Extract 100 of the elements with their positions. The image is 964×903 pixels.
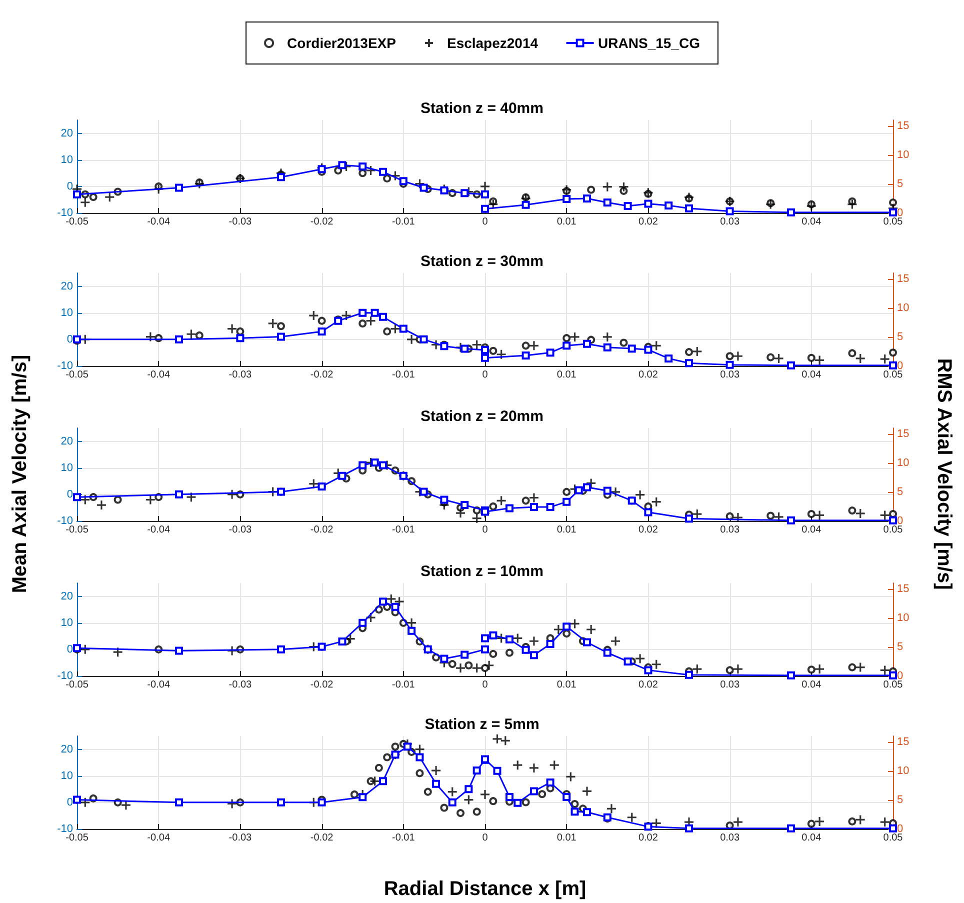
x-tick-label: 0.04 xyxy=(802,370,822,380)
x-tick-label: 0.03 xyxy=(720,832,740,844)
y-tick-label: 20 xyxy=(60,590,73,602)
x-tick-label: -0.04 xyxy=(147,370,170,380)
y2-tick-label: 0 xyxy=(897,360,904,372)
legend-label: Cordier2013EXP xyxy=(287,35,396,51)
x-tick-label: -0.05 xyxy=(66,370,89,380)
y2-tick-label: 10 xyxy=(897,456,910,469)
y-tick-label: 20 xyxy=(60,435,73,448)
x-tick-label: 0.03 xyxy=(720,370,740,380)
x-tick-label: -0.03 xyxy=(228,832,252,844)
x-tick-label: -0.02 xyxy=(310,832,334,844)
y-tick-label: 0 xyxy=(66,333,73,346)
y2-tick-label: 15 xyxy=(897,272,910,285)
x-tick-label: -0.04 xyxy=(147,524,170,536)
x-tick-label: -0.02 xyxy=(310,370,334,380)
y2-tick-label: 15 xyxy=(897,428,910,440)
y2-tick-label: 10 xyxy=(897,764,910,777)
y-tick-label: 0 xyxy=(66,796,73,808)
x-tick-label: 0.03 xyxy=(720,680,740,690)
y-tick-label: 0 xyxy=(66,643,73,656)
x-tick-label: 0 xyxy=(482,524,488,536)
y-tick-label: 10 xyxy=(60,306,73,319)
x-tick-label: -0.04 xyxy=(147,680,170,690)
y2-tick-label: 5 xyxy=(897,178,904,190)
x-tick-label: -0.02 xyxy=(310,680,334,690)
x-tick-label: 0.05 xyxy=(883,216,904,228)
y2-tick-label: 5 xyxy=(897,794,904,806)
y-tick-label: 20 xyxy=(60,280,73,292)
y-tick-label: -10 xyxy=(57,207,73,219)
x-tick-label: -0.04 xyxy=(147,832,170,844)
x-tick-label: -0.03 xyxy=(228,524,252,536)
chart-title: Station z = 10mm xyxy=(420,563,544,580)
x-tick-label: -0.01 xyxy=(392,524,416,536)
y-tick-label: -10 xyxy=(57,360,73,372)
y-tick-label: 20 xyxy=(60,127,73,140)
x-tick-label: -0.03 xyxy=(228,680,252,690)
x-tick-label: -0.01 xyxy=(392,680,416,690)
y2-tick-label: 10 xyxy=(897,612,910,624)
x-tick-label: -0.01 xyxy=(392,216,416,228)
y2-tick-label: 5 xyxy=(897,486,904,498)
x-tick-label: 0.04 xyxy=(802,832,822,844)
y-tick-label: 10 xyxy=(60,154,73,166)
x-tick-label: 0.05 xyxy=(883,524,904,536)
y2-tick-label: 15 xyxy=(897,582,910,595)
y2-tick-label: 10 xyxy=(897,148,910,161)
x-tick-label: 0 xyxy=(482,832,488,844)
x-tick-label: -0.03 xyxy=(228,370,252,380)
legend-label: URANS_15_CG xyxy=(598,35,700,51)
x-tick-label: 0.02 xyxy=(638,680,658,690)
y2-tick-label: 15 xyxy=(897,736,910,748)
x-tick-label: -0.05 xyxy=(66,216,89,228)
x-tick-label: 0.02 xyxy=(638,370,658,380)
y-tick-label: 0 xyxy=(66,488,73,500)
x-tick-label: -0.02 xyxy=(310,216,334,228)
y2-tick-label: 10 xyxy=(897,302,910,314)
y-tick-label: -10 xyxy=(57,823,73,835)
y2-tick-label: 0 xyxy=(897,823,904,835)
y2-tick-label: 5 xyxy=(897,330,904,343)
y-tick-label: 10 xyxy=(60,770,73,782)
y-tick-label: 20 xyxy=(60,743,73,756)
y2-tick-label: 0 xyxy=(897,515,904,527)
x-tick-label: -0.04 xyxy=(147,216,170,228)
x-tick-label: 0.05 xyxy=(883,680,904,690)
x-tick-label: -0.05 xyxy=(66,832,89,844)
x-tick-label: -0.03 xyxy=(228,216,252,228)
x-tick-label: 0.04 xyxy=(802,216,822,228)
chart-title: Station z = 40mm xyxy=(420,100,544,117)
y-axis-title: Mean Axial Velocity [m/s] xyxy=(8,354,32,596)
y-tick-label: -10 xyxy=(57,515,73,527)
x-axis-title: Radial Distance x [m] xyxy=(384,878,586,900)
x-tick-label: 0.05 xyxy=(883,370,904,380)
y-tick-label: 10 xyxy=(60,616,73,629)
chart-title: Station z = 20mm xyxy=(420,408,544,425)
y-tick-label: -10 xyxy=(57,670,73,682)
y2-tick-label: 0 xyxy=(897,207,904,219)
x-tick-label: 0.05 xyxy=(883,832,904,844)
x-tick-label: 0 xyxy=(482,216,488,228)
y2-tick-label: 0 xyxy=(897,670,904,682)
y2-tick-label: 15 xyxy=(897,120,910,132)
x-tick-label: 0.01 xyxy=(556,524,577,536)
x-tick-label: -0.05 xyxy=(66,680,89,690)
x-tick-label: 0.04 xyxy=(802,680,822,690)
x-tick-label: 0.04 xyxy=(802,524,822,536)
x-tick-label: -0.01 xyxy=(392,370,416,380)
x-tick-label: -0.01 xyxy=(392,832,416,844)
x-tick-label: 0 xyxy=(482,680,488,690)
y2-axis-title: RMS Axial Velocity [m/s] xyxy=(932,357,956,592)
x-tick-label: -0.05 xyxy=(66,524,89,536)
x-tick-label: 0.02 xyxy=(638,832,658,844)
x-tick-label: 0.01 xyxy=(556,832,577,844)
y2-tick-label: 5 xyxy=(897,640,904,653)
x-tick-label: 0.03 xyxy=(720,216,740,228)
x-tick-label: 0 xyxy=(482,370,488,380)
chart-title: Station z = 30mm xyxy=(420,253,544,270)
x-tick-label: 0.01 xyxy=(556,370,577,380)
y-tick-label: 10 xyxy=(60,462,73,474)
y-tick-label: 0 xyxy=(66,180,73,192)
x-tick-label: 0.01 xyxy=(556,680,577,690)
x-tick-label: 0.02 xyxy=(638,216,658,228)
